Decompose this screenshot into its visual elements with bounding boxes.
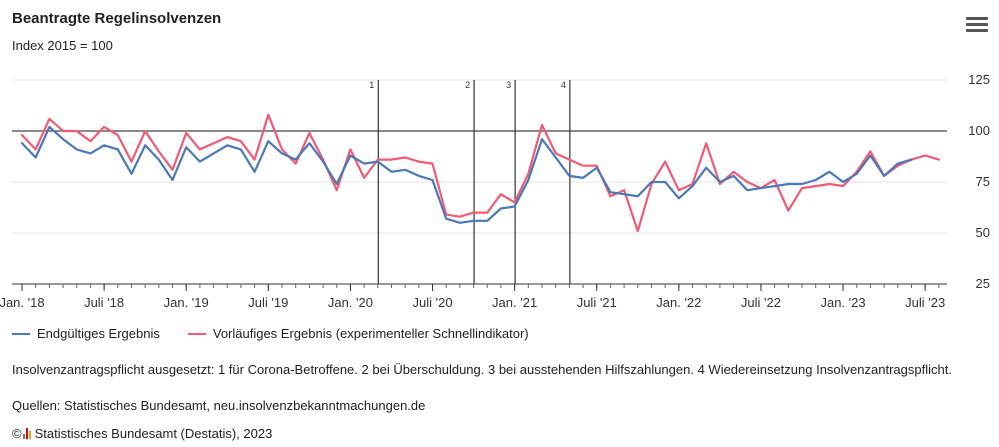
x-tick-label: Juli '19 bbox=[248, 295, 288, 310]
x-tick-label: Jan. '22 bbox=[656, 295, 701, 310]
x-tick-label: Jan. '23 bbox=[820, 295, 865, 310]
x-tick-label: Juli '21 bbox=[577, 295, 617, 310]
y-tick-label: 50 bbox=[976, 225, 990, 240]
y-tick-label: 25 bbox=[976, 276, 990, 291]
y-tick-label: 125 bbox=[968, 72, 990, 87]
x-tick-label: Juli '23 bbox=[905, 295, 945, 310]
chart-title: Beantragte Regelinsolvenzen bbox=[12, 10, 222, 27]
legend-item-final[interactable]: Endgültiges Ergebnis bbox=[12, 326, 160, 341]
destatis-logo-icon bbox=[22, 428, 31, 439]
event-marker-label: 1 bbox=[369, 80, 374, 90]
event-marker-label: 2 bbox=[465, 80, 470, 90]
x-tick-label: Jan. '20 bbox=[328, 295, 373, 310]
legend: Endgültiges Ergebnis Vorläufiges Ergebni… bbox=[12, 326, 529, 341]
x-tick-label: Jan. '19 bbox=[164, 295, 209, 310]
copyright-symbol: © bbox=[12, 426, 22, 441]
x-tick-label: Juli '18 bbox=[84, 295, 124, 310]
chart-sources: Quellen: Statistisches Bundesamt, neu.in… bbox=[12, 398, 426, 413]
legend-label-preliminary: Vorläufiges Ergebnis (experimenteller Sc… bbox=[212, 326, 529, 341]
y-tick-label: 100 bbox=[968, 123, 990, 138]
legend-swatch-preliminary bbox=[187, 332, 206, 335]
series-final-line bbox=[20, 125, 913, 224]
footer-text: Statistisches Bundesamt (Destatis), 2023 bbox=[34, 426, 273, 441]
chart-note: Insolvenzantragspflicht ausgesetzt: 1 fü… bbox=[12, 362, 952, 377]
event-marker-label: 3 bbox=[506, 80, 511, 90]
y-tick-label: 75 bbox=[976, 174, 990, 189]
event-marker-label: 4 bbox=[561, 80, 566, 90]
line-chart: 25 50 75 100 125 Jan. '18 Juli '18 Jan. '19 Juli… bbox=[0, 72, 990, 310]
legend-label-final: Endgültiges Ergebnis bbox=[37, 326, 160, 341]
x-tick-label: Juli '20 bbox=[412, 295, 452, 310]
x-tick-label: Jan. '18 bbox=[0, 295, 45, 310]
hamburger-menu-icon[interactable] bbox=[964, 14, 990, 36]
series-preliminary-line bbox=[20, 113, 940, 233]
legend-swatch-final bbox=[12, 332, 30, 335]
legend-item-preliminary[interactable]: Vorläufiges Ergebnis (experimenteller Sc… bbox=[187, 326, 529, 341]
footer: © Statistisches Bundesamt (Destatis), 20… bbox=[12, 426, 272, 441]
x-tick-label: Juli '22 bbox=[741, 295, 781, 310]
chart-subtitle: Index 2015 = 100 bbox=[12, 38, 113, 53]
x-tick-label: Jan. '21 bbox=[492, 295, 537, 310]
